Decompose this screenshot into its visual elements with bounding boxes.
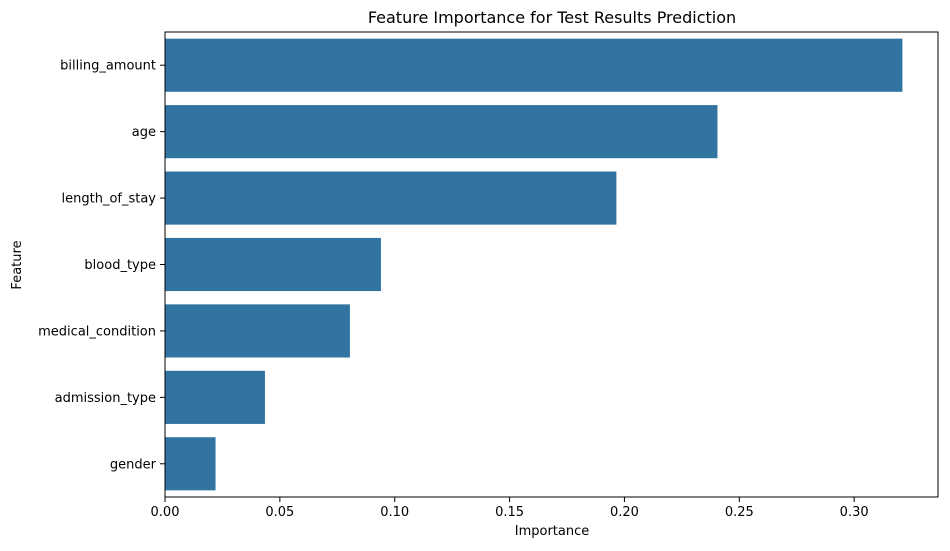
bar-blood-type [165, 237, 381, 292]
bar-billing-amount [165, 38, 903, 92]
x-tick-label: 0.00 [151, 505, 180, 520]
y-axis-label: Feature [10, 240, 25, 289]
y-tick-label: medical_condition [38, 324, 156, 339]
x-tick-label: 0.20 [610, 505, 639, 520]
plot-frame [164, 31, 939, 498]
bar-admission-type [165, 370, 265, 424]
y-tick-label: blood_type [84, 258, 156, 273]
x-tick-label: 0.30 [840, 505, 869, 520]
y-tick-label: gender [110, 457, 157, 472]
bar-length-of-stay [165, 171, 617, 225]
bar-gender [165, 437, 216, 491]
chart-title: Feature Importance for Test Results Pred… [368, 8, 736, 27]
y-tick-label: billing_amount [60, 59, 156, 74]
y-tick-label: age [132, 125, 156, 140]
x-tick-label: 0.25 [725, 505, 754, 520]
y-tick-label: admission_type [55, 391, 156, 406]
x-tick-label: 0.05 [265, 505, 294, 520]
bar-age [165, 105, 718, 159]
bar-medical-condition [165, 304, 350, 358]
y-tick-label: length_of_stay [62, 192, 157, 207]
x-axis-label: Importance [515, 524, 590, 539]
x-tick-label: 0.10 [380, 505, 409, 520]
bars-layer [165, 38, 903, 491]
x-tick-label: 0.15 [495, 505, 524, 520]
